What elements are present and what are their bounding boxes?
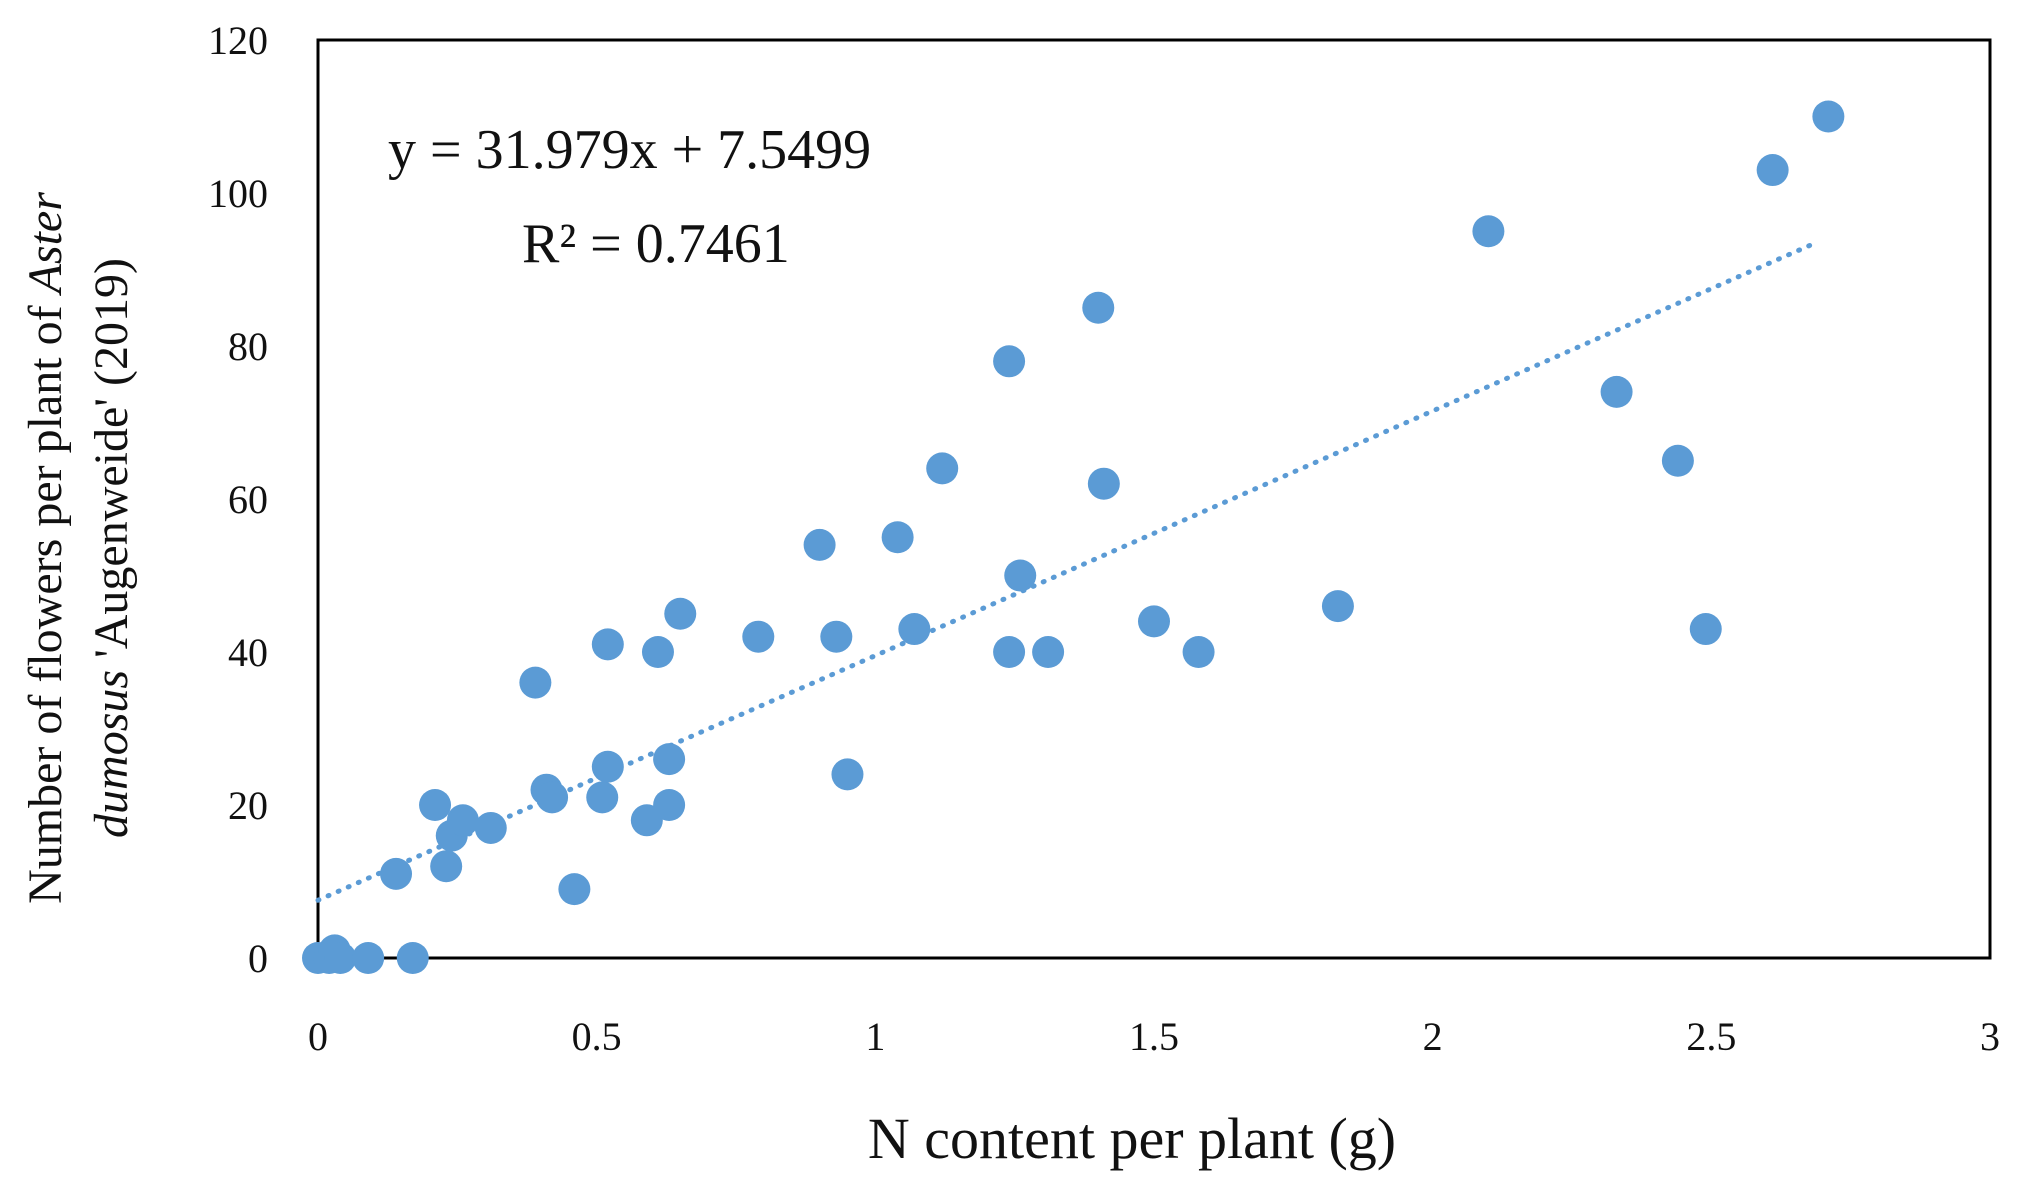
y-axis-title-line1: Number of flowers per plant of Aster [19,192,72,904]
y-tick-label: 0 [248,936,268,981]
data-point [1472,215,1505,248]
data-point [1600,375,1633,408]
data-point [1812,100,1845,133]
data-point [831,758,864,791]
data-point [664,597,697,630]
trendline-equation: y = 31.979x + 7.5499 [388,119,871,181]
data-point [1321,590,1354,623]
data-point [653,743,686,776]
y-axis-title-line2: dumosus 'Augenweide' (2019) [85,258,138,838]
x-tick-label: 2 [1423,1014,1443,1059]
y-axis-ticks: 0 20 40 60 80 100 120 [208,18,268,981]
x-tick-label: 0.5 [572,1014,622,1059]
data-point [1087,467,1120,500]
x-tick-label: 1.5 [1129,1014,1179,1059]
data-point [324,942,357,974]
data-point [430,850,463,883]
data-point [653,789,686,821]
data-point [591,750,624,783]
plot-area-frame [316,38,1992,960]
x-axis-title: N content per plant (g) [868,1106,1396,1171]
data-points [302,100,1845,974]
data-point [1756,154,1789,187]
data-point [419,789,452,821]
x-tick-label: 2.5 [1686,1014,1736,1059]
data-point [820,620,853,653]
data-point [881,521,914,554]
y-tick-label: 40 [228,630,268,675]
data-point [380,857,413,890]
data-point [993,636,1026,668]
y-axis-title-line1-italic: Aster [19,192,72,297]
data-point [1138,605,1170,638]
x-axis-ticks: 0 0.5 1 1.5 2 2.5 3 [308,1014,2000,1059]
x-tick-label: 1 [865,1014,885,1059]
y-tick-label: 80 [228,324,268,369]
y-tick-label: 20 [228,783,268,828]
data-point [446,804,479,837]
y-axis-title-line1-plain: Number of flowers per plant of [19,293,72,903]
data-point [558,873,591,906]
y-tick-label: 60 [228,477,268,522]
data-point [1082,291,1115,324]
data-point [993,345,1026,378]
data-point [1689,613,1722,646]
y-axis-title-line2-italic: dumosus [85,670,138,838]
y-tick-label: 120 [208,18,268,63]
y-tick-label: 100 [208,171,268,216]
data-point [742,620,775,653]
data-point [1004,559,1037,592]
data-point [586,781,619,814]
x-tick-label: 3 [1980,1014,2000,1059]
data-point [1032,636,1065,668]
data-point [898,613,931,646]
x-tick-label: 0 [308,1014,328,1059]
data-point [641,636,674,668]
data-point [926,452,959,485]
data-point [352,942,385,974]
data-point [630,804,663,837]
y-axis-title-line2-rest: 'Augenweide' (2019) [85,258,138,670]
data-point [519,666,552,699]
data-point [536,781,569,814]
data-point [1182,636,1215,668]
data-point [591,628,624,661]
data-point [803,528,836,561]
trendline [315,239,1820,903]
data-point [396,942,429,974]
data-point [474,811,507,844]
r-squared-label: R² = 0.7461 [522,213,790,275]
data-point [1661,444,1694,477]
